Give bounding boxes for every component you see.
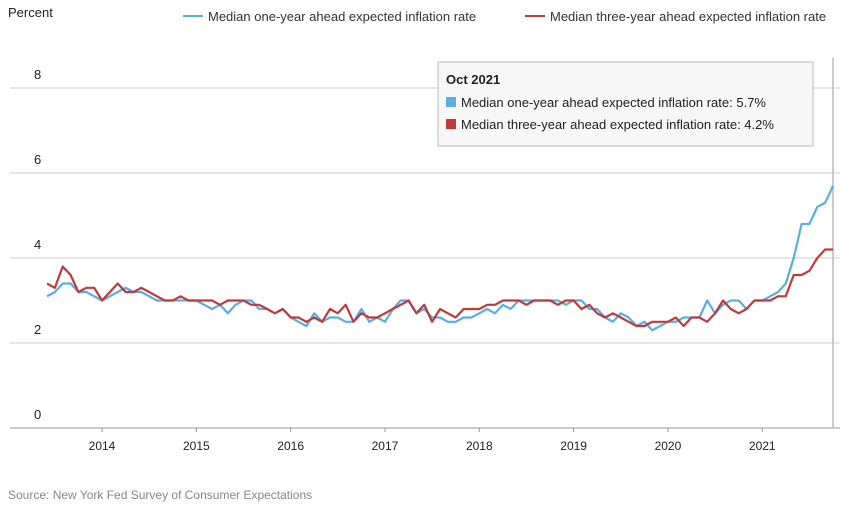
source: Source: New York Fed Survey of Consumer … xyxy=(8,488,312,502)
y-axis-label: Percent xyxy=(8,5,53,20)
y-tick-label: 0 xyxy=(34,407,41,422)
x-tick-label: 2016 xyxy=(277,439,304,453)
tooltip-title: Oct 2021 xyxy=(446,72,500,87)
x-tick-label: 2021 xyxy=(749,439,776,453)
tooltip-swatch xyxy=(446,119,456,129)
y-tick-label: 8 xyxy=(34,67,41,82)
legend-label: Median three-year ahead expected inflati… xyxy=(550,9,826,24)
series-line xyxy=(46,185,834,332)
tooltip: Oct 2021 Median one-year ahead expected i… xyxy=(437,61,814,147)
x-tick-label: 2017 xyxy=(372,439,399,453)
x-tick-label: 2019 xyxy=(560,439,587,453)
series-line xyxy=(46,248,833,328)
x-tick-label: 2020 xyxy=(655,439,682,453)
x-tick-label: 2015 xyxy=(183,439,210,453)
tooltip-item: Median one-year ahead expected inflation… xyxy=(461,95,766,110)
tooltip-item: Median three-year ahead expected inflati… xyxy=(461,117,774,132)
x-tick-label: 2014 xyxy=(89,439,116,453)
y-tick-label: 4 xyxy=(34,237,41,252)
tooltip-box xyxy=(437,61,814,147)
y-tick-label: 6 xyxy=(34,152,41,167)
legend-label: Median one-year ahead expected inflation… xyxy=(208,9,476,24)
tooltip-swatch xyxy=(446,97,456,107)
x-tick-label: 2018 xyxy=(466,439,493,453)
y-tick-label: 2 xyxy=(34,322,41,337)
